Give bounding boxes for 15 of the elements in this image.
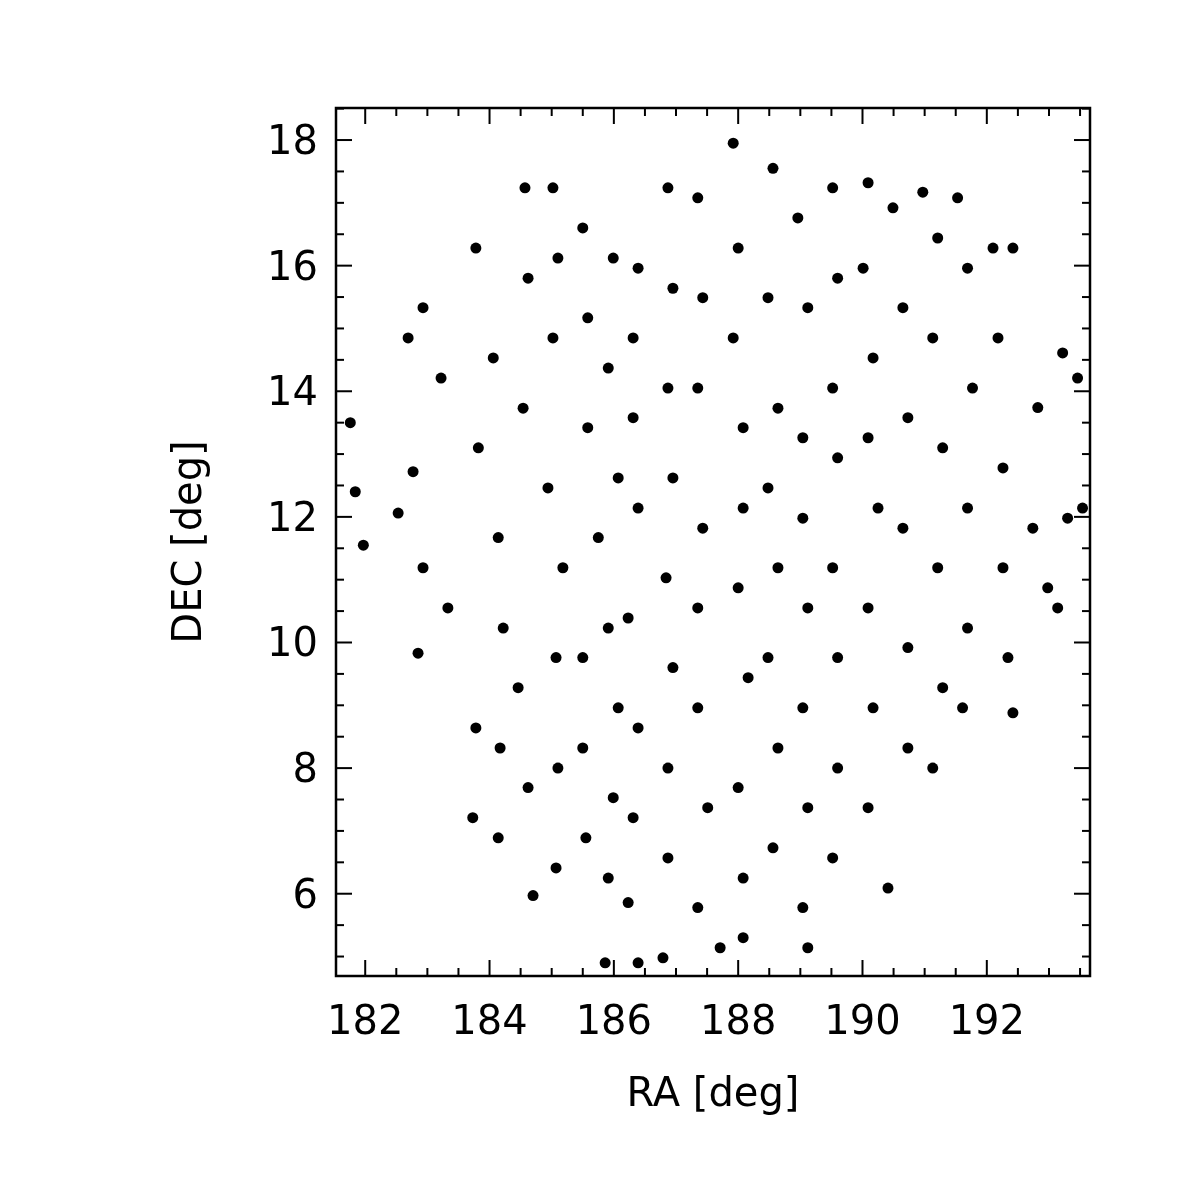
- y-tick-label: 6: [292, 870, 318, 917]
- y-tick-label: 14: [267, 368, 318, 415]
- x-tick-label: 186: [575, 997, 653, 1043]
- y-tick-label: 16: [267, 242, 318, 289]
- y-axis-title: DEC [deg]: [164, 440, 210, 644]
- x-tick-label: 190: [824, 997, 901, 1043]
- x-tick-label: 182: [327, 997, 404, 1043]
- x-axis-title: RA [deg]: [626, 1069, 800, 1115]
- y-tick-label: 18: [267, 117, 318, 164]
- y-tick-label: 8: [292, 745, 318, 792]
- x-tick-label: 188: [700, 997, 777, 1043]
- y-tick-label: 10: [267, 619, 318, 666]
- x-tick-label: 184: [451, 997, 528, 1043]
- x-tick-label: 192: [948, 997, 1025, 1043]
- y-tick-label: 12: [267, 493, 318, 540]
